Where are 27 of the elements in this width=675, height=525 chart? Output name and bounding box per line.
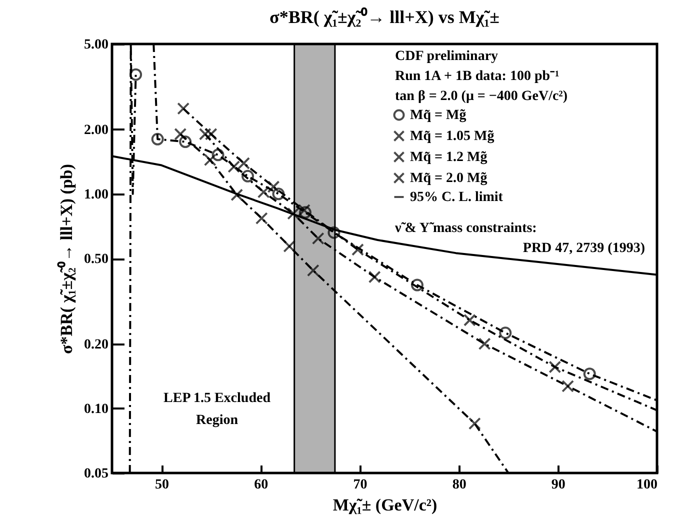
y-tick-label: 0.05 <box>84 466 108 482</box>
y-tick-label: 2.00 <box>84 122 108 138</box>
chart-title: σ*BR( χ̃₁±χ̃₂⁰→ lll+X) vs Mχ̃₁± <box>270 7 500 27</box>
x-axis-title: Mχ̃₁± (GeV/c²) <box>332 496 438 514</box>
x-tick-label: 60 <box>254 478 268 492</box>
legend-label: 95% C. L. limit <box>410 190 504 205</box>
y-tick-label: 1.00 <box>84 187 108 202</box>
y-tick-label: 5.00 <box>84 38 108 52</box>
annotation: ν̃ & Υ̃ mass constraints: <box>394 221 537 236</box>
y-tick-label: 0.50 <box>84 252 108 267</box>
annotation: PRD 47, 2739 (1993) <box>522 241 646 256</box>
x-tick-label: 100 <box>636 478 658 492</box>
annotation: CDF preliminary <box>395 49 498 64</box>
legend-label: Mq̃ = Mg̃ <box>410 108 466 123</box>
legend-label: Mq̃ = 2.0 Mg̃ <box>410 171 488 186</box>
x-tick-label: 80 <box>452 478 466 492</box>
y-tick-label: 0.10 <box>84 402 108 417</box>
y-tick-label: 0.20 <box>84 337 108 352</box>
x-tick-label: 90 <box>551 478 566 492</box>
annotation: LEP 1.5 Excluded Region <box>164 391 271 428</box>
y-axis-title: σ*BR( χ̃₁±χ̃₂⁰→ lll+X) (pb) <box>57 164 76 354</box>
legend-label: Mq̃ = 1.05 Mg̃ <box>410 129 494 144</box>
annotation: Run 1A + 1B data: 100 pb⁻¹ <box>395 69 560 84</box>
x-tick-label: 50 <box>155 478 170 492</box>
legend-label: Mq̃ = 1.2 Mg̃ <box>410 150 488 165</box>
annotation: tan β = 2.0 (μ = −400 GeV/c²) <box>395 89 568 104</box>
x-tick-label: 70 <box>353 478 368 492</box>
